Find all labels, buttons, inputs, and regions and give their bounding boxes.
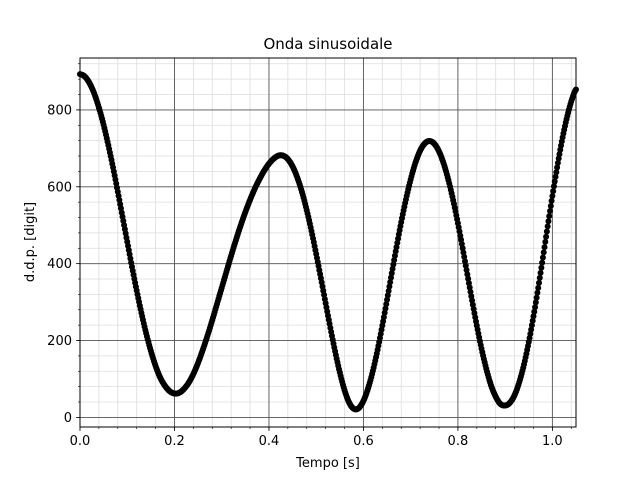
data-point [534,289,541,296]
plot-frame [79,57,577,428]
data-point [387,279,394,286]
data-point [542,238,549,245]
x-tick-label: 0.8 [448,434,469,449]
data-point [530,313,537,320]
data-point [536,274,543,281]
data-point [385,287,392,294]
y-tick-label: 600 [47,180,72,195]
x-tick-label: 0.2 [164,434,185,449]
x-axis-ticks: 0.0 0.2 0.4 0.6 0.8 1.0 [70,427,563,449]
data-point [554,160,561,167]
data-point [537,269,544,276]
y-axis-ticks: 0 200 400 600 800 [47,103,80,426]
x-tick-label: 0.0 [70,434,91,449]
data-point [547,208,554,215]
data-point [551,178,558,185]
data-point [546,213,553,220]
data-point [549,192,556,199]
data-point [552,173,559,180]
data-point [536,279,542,286]
data-point [538,264,545,271]
data-point [550,183,557,190]
data-point [539,259,546,266]
data-point [544,223,551,230]
data-point [532,304,539,311]
data-points [77,71,579,413]
data-point [541,244,548,251]
data-point [554,164,561,171]
y-axis-label: d.d.p. [digit] [23,202,38,282]
y-tick-label: 800 [47,103,72,118]
data-point [543,228,550,235]
x-tick-label: 0.6 [353,434,374,449]
data-point [545,218,552,225]
chart-title: Onda sinusoidale [263,35,392,53]
y-tick-label: 200 [47,334,72,349]
data-point [540,249,547,256]
data-point [531,308,538,315]
y-tick-label: 400 [47,257,72,272]
data-point [528,322,535,329]
data-point [386,283,393,290]
data-point [539,254,546,261]
data-point [535,284,542,291]
data-point [533,294,540,301]
data-point [555,155,562,162]
major-grid [79,58,576,427]
y-tick-label: 0 [64,411,72,426]
data-point [543,233,550,240]
data-point [532,299,539,306]
data-point [384,292,391,299]
x-tick-label: 1.0 [542,434,563,449]
data-point [553,169,560,176]
data-point [548,197,555,204]
x-tick-label: 0.4 [259,434,280,449]
data-point [550,188,557,195]
data-point [529,317,536,324]
data-point [547,202,554,209]
x-axis-label: Tempo [s] [295,456,360,471]
